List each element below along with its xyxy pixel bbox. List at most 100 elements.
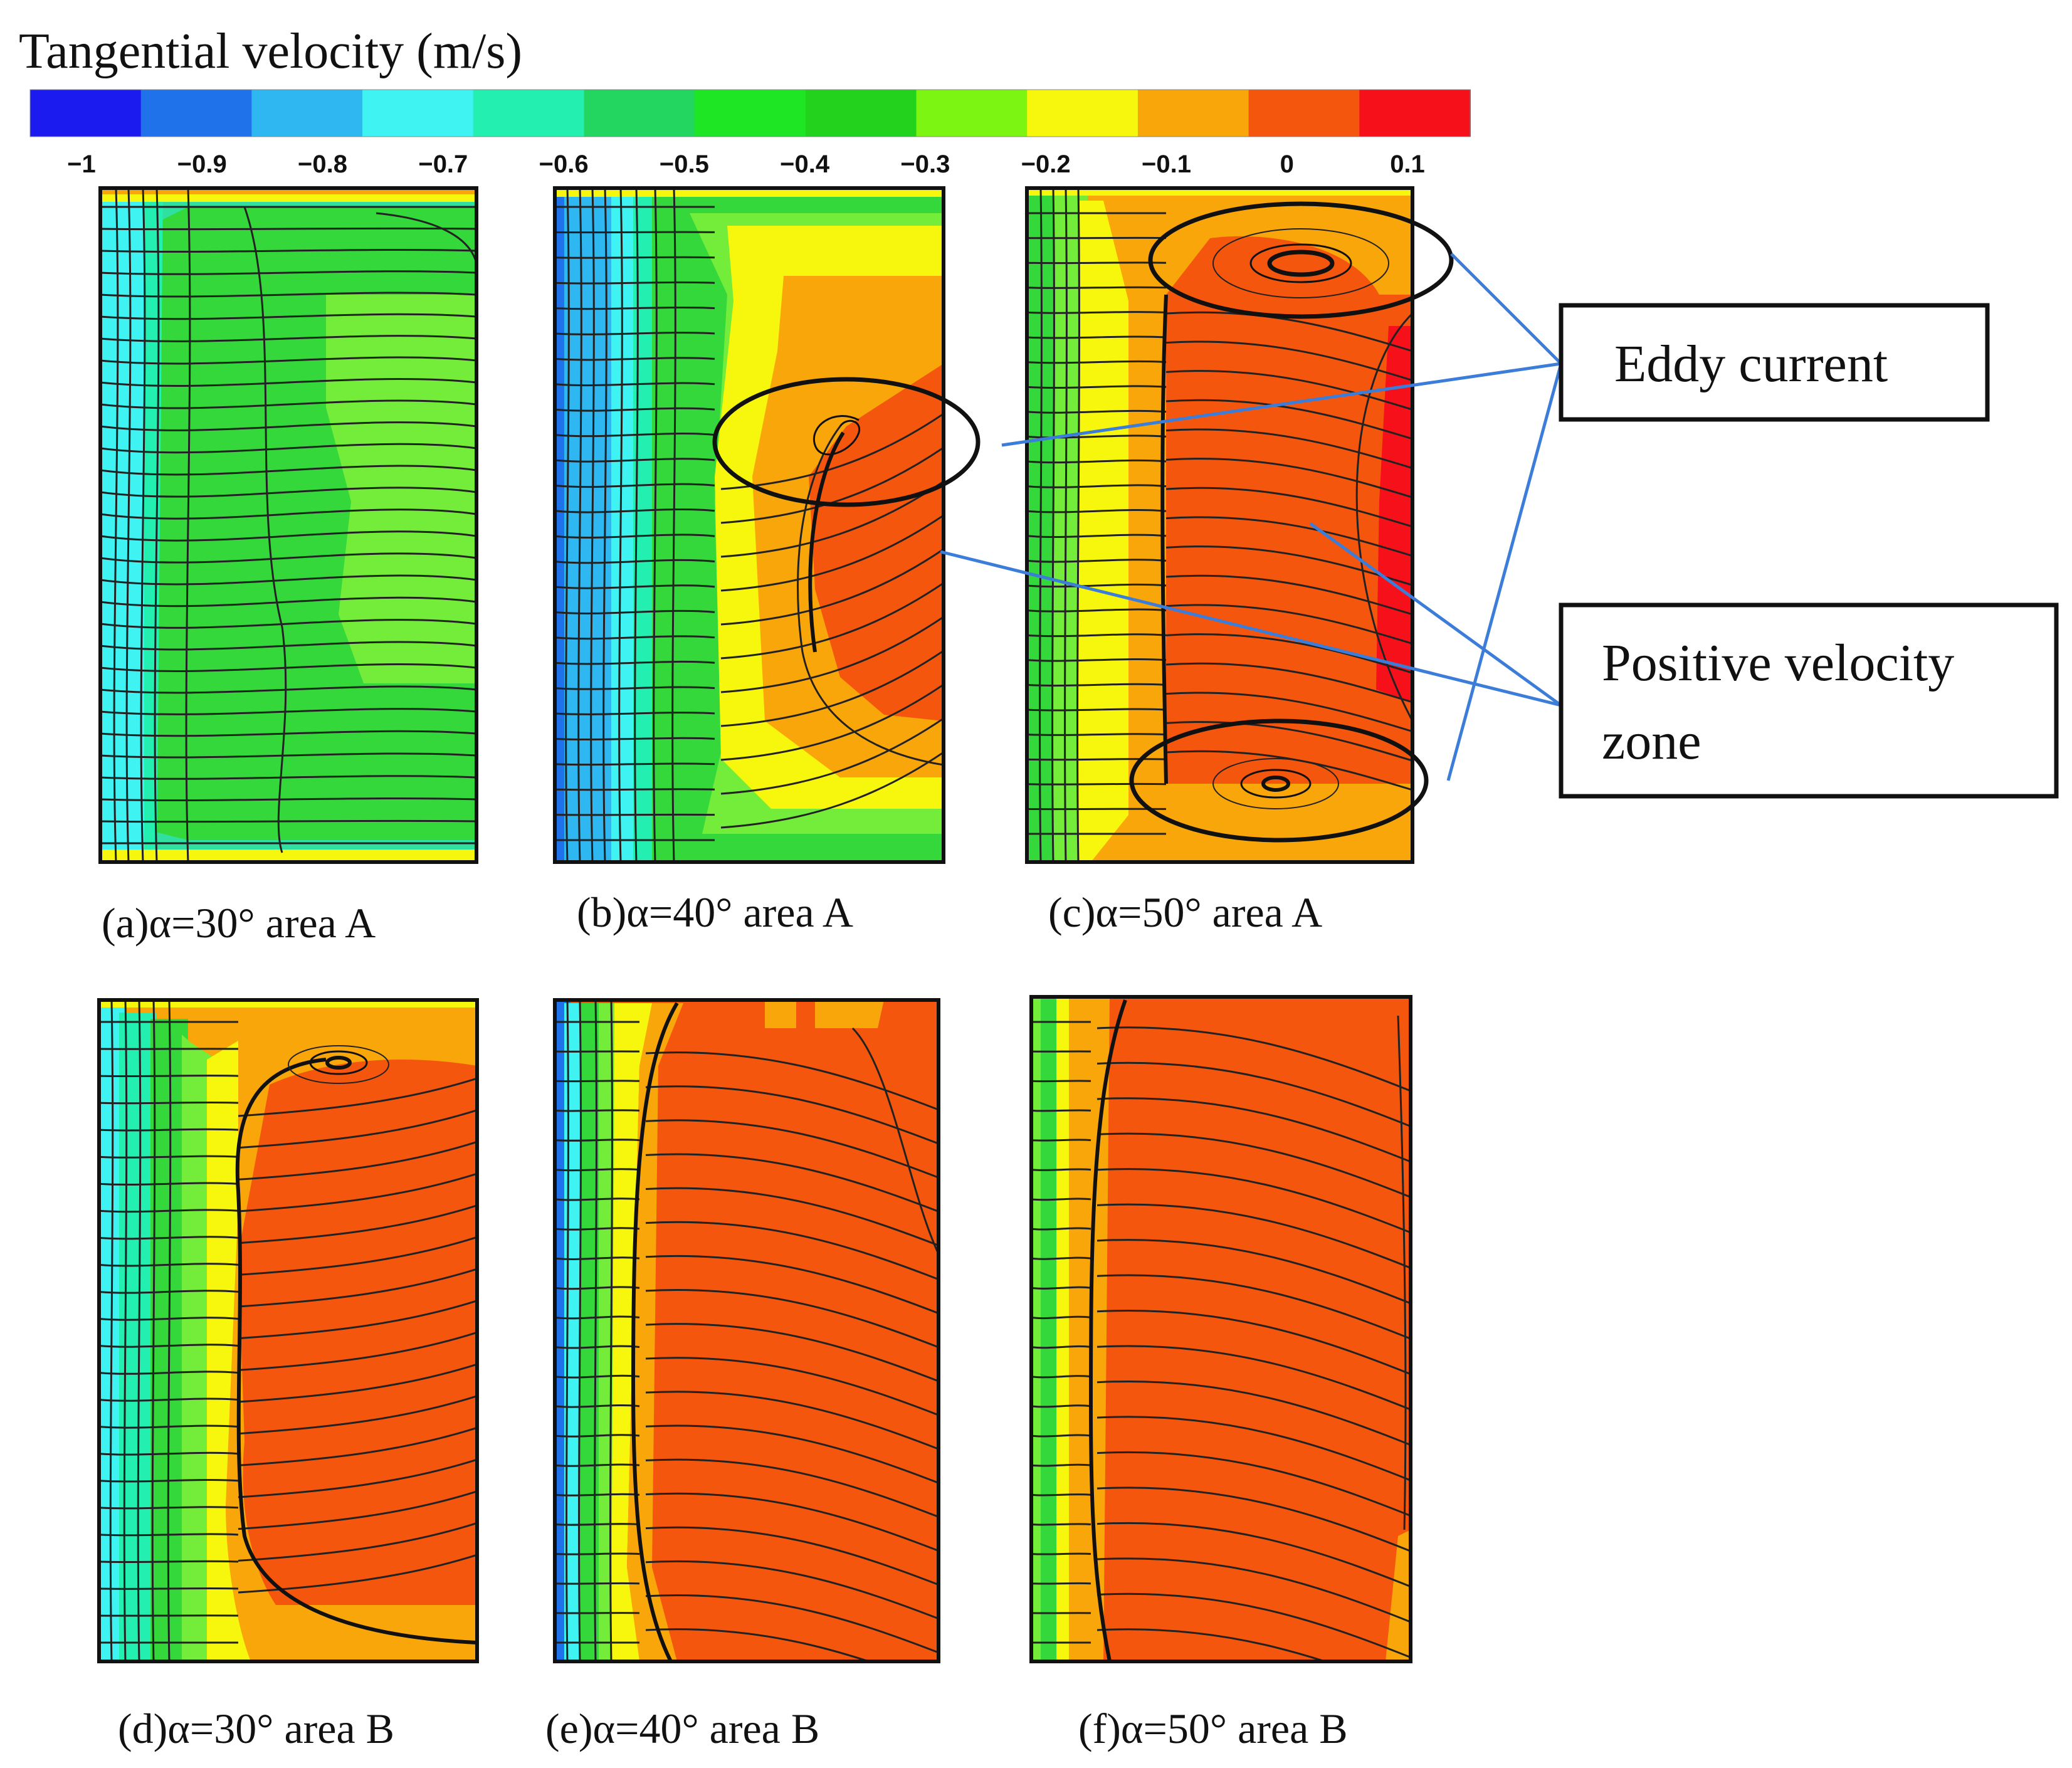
- colorbar-tick-label: −0.6: [539, 150, 589, 178]
- streamline: [555, 1315, 640, 1320]
- annotation-eddy-current: Eddy current: [1559, 303, 1990, 422]
- streamline: [1096, 1274, 1411, 1340]
- streamline: [1096, 1026, 1411, 1092]
- streamline: [238, 1140, 477, 1181]
- streamline: [578, 1000, 582, 1661]
- eddy-vortex-d: [288, 1045, 389, 1084]
- streamline: [609, 1000, 613, 1661]
- panel-d: (d)α=30° area B: [97, 998, 479, 1752]
- streamline: [137, 1000, 142, 1661]
- streamline: [555, 534, 715, 539]
- streamline: [1039, 188, 1043, 862]
- streamline: [238, 1458, 477, 1498]
- panel-f: (f)α=50° area B: [1029, 995, 1412, 1752]
- streamline: [1096, 1097, 1411, 1163]
- streamline: [140, 188, 146, 862]
- colorbar-swatch: [916, 90, 1028, 137]
- streamline: [577, 188, 582, 862]
- streamline: [1096, 1592, 1411, 1658]
- streamline: [99, 1128, 239, 1132]
- streamline: [1027, 733, 1167, 736]
- streamlines-f: [1031, 999, 1411, 1661]
- streamline: [100, 596, 476, 608]
- streamline: [167, 1000, 172, 1661]
- streamline-separation: [797, 426, 944, 766]
- colorbar-swatch: [251, 90, 364, 137]
- streamline: [1096, 1557, 1411, 1623]
- streamline: [100, 775, 476, 780]
- panel-e: (e)α=40° area B: [545, 998, 940, 1752]
- streamline: [645, 1458, 939, 1518]
- streamlines-e: [555, 1000, 939, 1661]
- streamline: [1027, 658, 1167, 662]
- streamline: [1096, 1132, 1411, 1198]
- panel-c: (c)α=50° area A: [1025, 186, 1414, 936]
- streamline: [645, 1153, 939, 1213]
- streamline: [1165, 370, 1412, 411]
- streamline: [1027, 360, 1167, 364]
- leader-lines: [940, 253, 1563, 781]
- annotation-positive-line2: zone: [1602, 712, 1701, 771]
- streamline: [1165, 428, 1412, 470]
- streamline: [100, 227, 476, 231]
- streamline: [1096, 1239, 1411, 1305]
- streamline: [594, 1000, 597, 1661]
- streamline: [1165, 604, 1412, 645]
- streamline: [238, 1300, 477, 1340]
- streamline: [238, 1077, 477, 1117]
- colorbar-tick-label: −0.4: [780, 150, 830, 178]
- streamline: [720, 751, 944, 829]
- streamline-separation: [243, 206, 287, 853]
- streamline: [1096, 1628, 1328, 1661]
- streamline-separation: [1088, 999, 1127, 1661]
- streamline-separation: [1397, 1015, 1407, 1530]
- streamline: [555, 256, 715, 259]
- streamline: [238, 1395, 477, 1435]
- streamline: [154, 188, 160, 862]
- streamline: [1096, 1416, 1411, 1481]
- streamline-separation: [851, 1027, 939, 1255]
- streamline: [1096, 1380, 1411, 1446]
- streamline: [720, 514, 944, 592]
- streamline: [555, 483, 715, 488]
- streamline: [1031, 1434, 1091, 1438]
- colorbar-swatch: [1248, 90, 1360, 137]
- streamline: [1031, 1582, 1091, 1585]
- streamline: [1027, 608, 1167, 613]
- colorbar-swatch: [1027, 90, 1139, 137]
- streamline: [720, 650, 944, 727]
- streamline: [1165, 662, 1412, 703]
- streamline: [99, 1101, 239, 1105]
- streamline: [99, 1263, 239, 1267]
- streamline: [653, 188, 658, 862]
- streamline: [1027, 708, 1167, 712]
- streamline: [555, 458, 715, 463]
- streamline: [671, 188, 676, 862]
- streamline: [238, 1204, 477, 1244]
- streamline: [645, 1560, 939, 1620]
- streamline: [555, 382, 715, 387]
- colorbar-swatch: [473, 90, 585, 137]
- streamline: [645, 1628, 872, 1661]
- colorbar-tick-label: −0.8: [298, 150, 347, 178]
- colorbar-swatch: [140, 90, 253, 137]
- streamline: [100, 270, 476, 275]
- streamline: [238, 1109, 477, 1149]
- streamline: [1165, 692, 1412, 733]
- streamline: [100, 292, 476, 298]
- streamline: [565, 1000, 569, 1661]
- streamline: [555, 508, 715, 513]
- streamline: [565, 188, 570, 862]
- streamline-separation: [631, 1002, 679, 1661]
- streamline: [720, 548, 944, 626]
- streamline: [555, 332, 715, 335]
- streamline: [100, 797, 476, 802]
- streamline: [1096, 1345, 1411, 1411]
- annotation-eddy-text: Eddy current: [1614, 335, 1888, 393]
- streamline: [99, 1155, 239, 1159]
- streamline: [100, 752, 476, 759]
- streamline: [645, 1187, 939, 1246]
- streamline: [555, 1374, 640, 1379]
- streamline: [555, 1523, 640, 1526]
- streamline: [151, 1000, 156, 1661]
